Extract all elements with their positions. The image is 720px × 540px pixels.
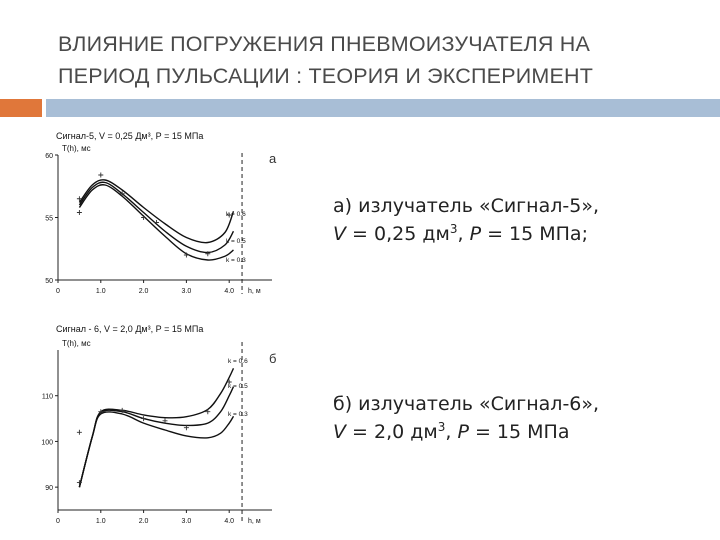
- caption-a-v-text: = 0,25 дм: [346, 223, 450, 245]
- caption-b-v-var: V: [333, 421, 346, 443]
- data-point: [98, 172, 104, 178]
- accent-bar-blue: [46, 99, 720, 117]
- caption-a-line-2: V = 0,25 дм3, P = 15 МПа;: [333, 220, 599, 248]
- x-axis-label: h, м: [248, 288, 261, 295]
- y-axis-label: T(h), мс: [62, 339, 91, 348]
- data-point: [76, 480, 82, 486]
- y-tick-label: 110: [42, 394, 53, 401]
- data-point: [141, 215, 147, 220]
- x-tick-label: 2.0: [139, 518, 149, 525]
- caption-b-line-2: V = 2,0 дм3, P = 15 МПа: [333, 418, 599, 446]
- chart-title: Сигнал-5, V = 0,25 Дм³, Р = 15 МПа: [56, 131, 203, 141]
- slide-title: ВЛИЯНИЕ ПОГРУЖЕНИЯ ПНЕВМОИЗУЧАТЕЛЯ НА ПЕ…: [58, 28, 698, 92]
- chart-b: Сигнал - 6, V = 2,0 Дм³, Р = 15 МПа б T(h)…: [41, 324, 276, 525]
- caption-b-p-text: = 15 МПа: [468, 421, 570, 443]
- data-point: [141, 416, 147, 422]
- series-line: [78, 179, 235, 244]
- y-axis-label: T(h), мс: [62, 144, 91, 153]
- caption-a: а) излучатель «Сигнал-5», V = 0,25 дм3, …: [333, 192, 599, 248]
- x-tick-label: 1.0: [96, 518, 106, 525]
- caption-b-p-var: P: [457, 421, 469, 443]
- data-point: [226, 212, 232, 218]
- series-line: [78, 411, 235, 488]
- caption-b-v-text: = 2,0 дм: [346, 421, 438, 443]
- panel-letter: б: [269, 351, 276, 366]
- chart-a: Сигнал-5, V = 0,25 Дм³, Р = 15 МПа а T(h),…: [45, 131, 277, 295]
- caption-b: б) излучатель «Сигнал-6», V = 2,0 дм3, P…: [333, 390, 599, 446]
- data-point: [205, 251, 211, 257]
- data-point: [76, 196, 82, 202]
- x-tick-label: 0: [56, 288, 60, 295]
- data-point: [76, 429, 82, 435]
- data-point: [183, 252, 189, 258]
- x-tick-label: 2.0: [139, 288, 149, 295]
- x-tick-label: 3.0: [182, 288, 192, 295]
- x-axis-label: h, м: [248, 518, 261, 525]
- data-point: [153, 220, 159, 225]
- series-label: k = 0.3: [228, 411, 248, 418]
- y-tick-label: 50: [45, 278, 53, 285]
- series-line: [78, 184, 234, 261]
- accent-bar-orange: [0, 99, 42, 117]
- x-tick-label: 4.0: [224, 518, 234, 525]
- caption-a-v-var: V: [333, 223, 346, 245]
- data-point: [162, 418, 168, 424]
- data-point: [183, 425, 189, 431]
- caption-a-line-1: а) излучатель «Сигнал-5»,: [333, 195, 599, 217]
- data-point: [76, 210, 82, 215]
- series-label: k = 0.5: [226, 238, 246, 245]
- caption-a-p-var: P: [469, 223, 482, 245]
- series-label: k = 0.3: [226, 257, 246, 264]
- x-tick-label: 4.0: [224, 288, 234, 295]
- series-label: k = 0.5: [228, 383, 248, 390]
- caption-b-v-exp: 3: [437, 420, 446, 434]
- y-tick-label: 55: [45, 216, 53, 223]
- x-tick-label: 1.0: [96, 288, 106, 295]
- y-tick-label: 60: [45, 153, 53, 160]
- slide-title-line-2: ПЕРИОД ПУЛЬСАЦИИ : ТЕОРИЯ И ЭКСПЕРИМЕНТ: [58, 64, 594, 88]
- series-label: k = 0.6: [226, 211, 246, 218]
- caption-b-sep: ,: [445, 421, 458, 443]
- data-point: [205, 409, 211, 415]
- panel-letter: а: [269, 151, 277, 166]
- caption-b-line-1: б) излучатель «Сигнал-6»,: [333, 393, 600, 415]
- y-tick-label: 100: [41, 439, 53, 446]
- slide-title-line-1: ВЛИЯНИЕ ПОГРУЖЕНИЯ ПНЕВМОИЗУЧАТЕЛЯ НА: [58, 32, 590, 56]
- data-point: [98, 409, 104, 415]
- data-point: [226, 379, 232, 385]
- series-label: k = 0.6: [228, 358, 248, 365]
- x-tick-label: 3.0: [182, 518, 192, 525]
- caption-a-sep: ,: [457, 223, 470, 245]
- caption-a-v-exp: 3: [449, 222, 458, 236]
- caption-a-p-text: = 15 МПа;: [481, 223, 588, 245]
- y-tick-label: 90: [45, 485, 53, 492]
- data-point: [119, 191, 125, 197]
- x-tick-label: 0: [56, 518, 60, 525]
- data-point: [119, 407, 125, 413]
- chart-title: Сигнал - 6, V = 2,0 Дм³, Р = 15 МПа: [56, 324, 203, 334]
